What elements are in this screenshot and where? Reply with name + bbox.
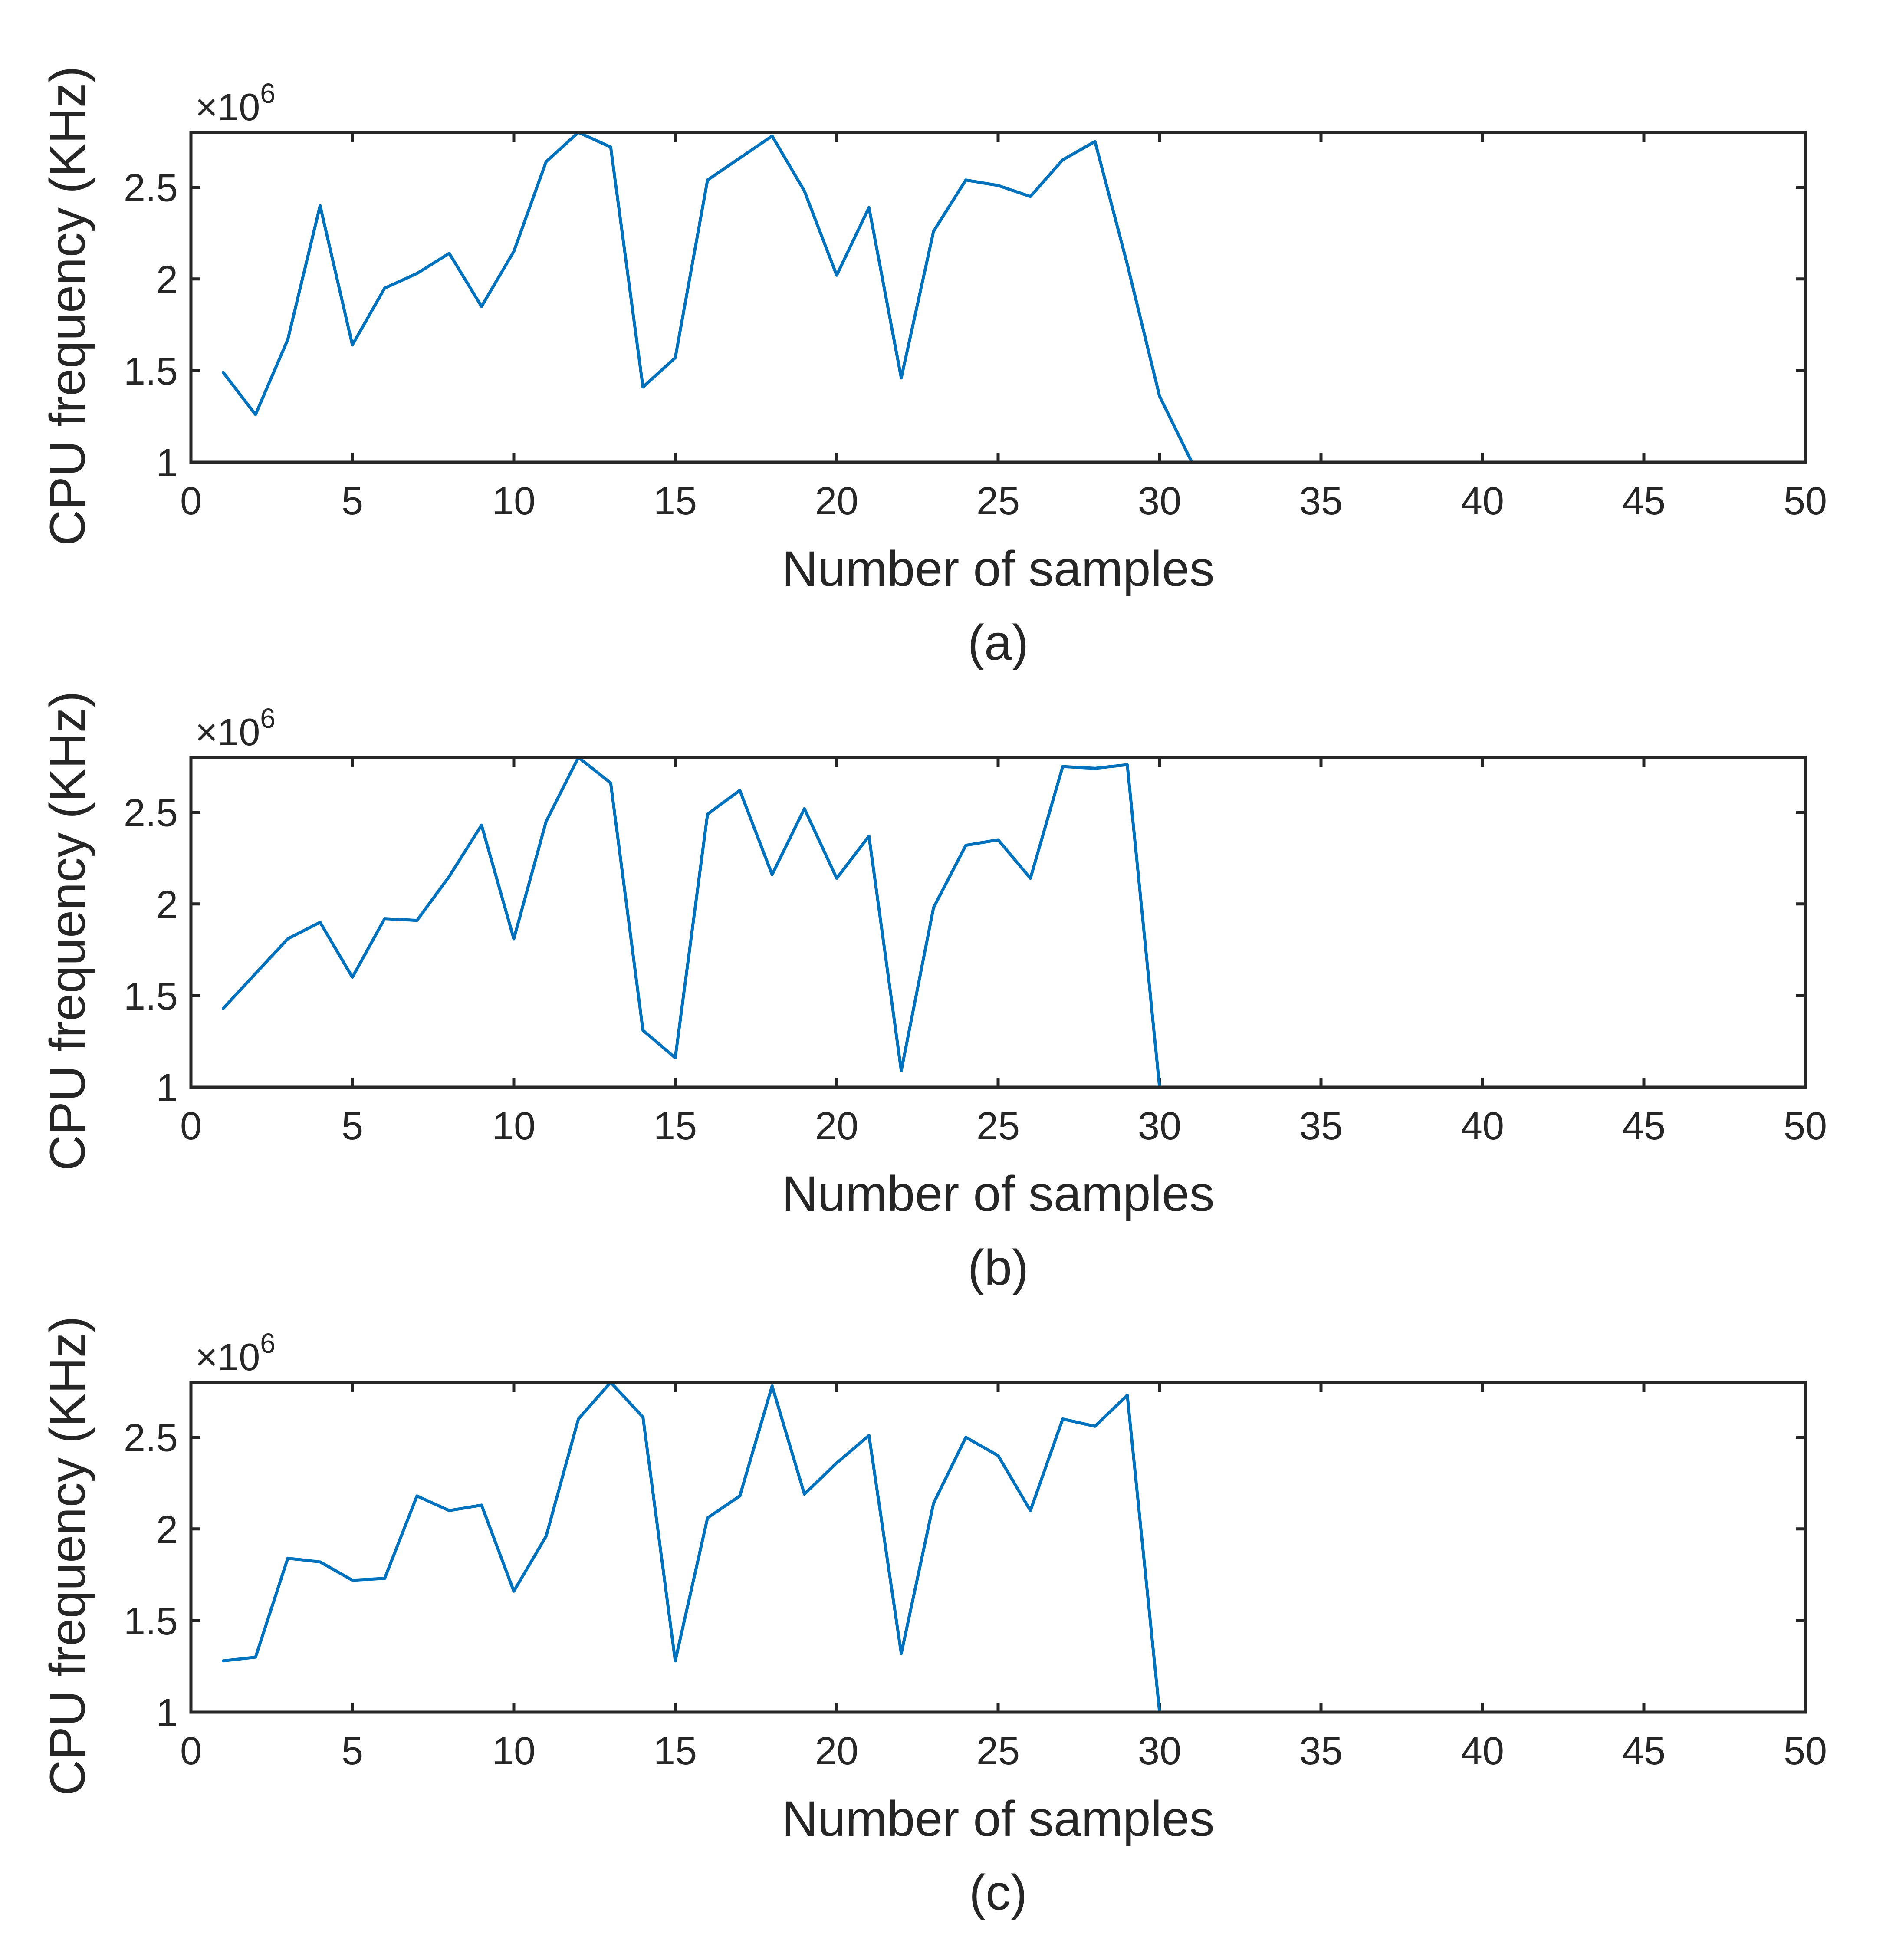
x-axis-label: Number of samples — [782, 1791, 1214, 1847]
exponent-base: ×10 — [195, 710, 260, 753]
exponent-label: ×106 — [195, 703, 276, 753]
x-tick-label: 5 — [342, 480, 363, 523]
x-tick-label: 35 — [1299, 1105, 1343, 1148]
y-tick-label: 2 — [156, 1508, 178, 1552]
series-line — [221, 756, 1807, 1089]
x-tick-label: 35 — [1299, 480, 1343, 523]
x-axis-label: Number of samples — [782, 1166, 1214, 1222]
x-tick-label: 30 — [1138, 480, 1181, 523]
x-tick-label: 20 — [815, 1730, 858, 1773]
panel-caption: (a) — [968, 615, 1029, 671]
x-tick-label: 25 — [976, 480, 1020, 523]
y-tick-label: 1.5 — [124, 975, 178, 1018]
chart-panel-a: 0 5 10 15 20 25 30 35 40 45 50 1 1.5 2 2.5 ×106 Number o… — [40, 66, 1827, 671]
x-tick-label: 5 — [342, 1730, 363, 1773]
panel-caption: (c) — [969, 1865, 1027, 1921]
x-tick-label: 15 — [654, 480, 697, 523]
exponent-power: 6 — [260, 703, 276, 734]
series-line — [221, 131, 1807, 464]
y-axis-label: CPU frequency (KHz) — [40, 66, 95, 546]
x-tick-label: 40 — [1461, 480, 1504, 523]
y-axis-label: CPU frequency (KHz) — [40, 1316, 95, 1796]
y-axis-label: CPU frequency (KHz) — [40, 691, 95, 1171]
plot-frame — [189, 1381, 1807, 1714]
y-tick-label: 2.5 — [124, 167, 178, 210]
x-tick-label: 50 — [1784, 480, 1827, 523]
panel-caption: (b) — [968, 1240, 1029, 1296]
x-tick-label: 0 — [180, 1730, 202, 1773]
series-line — [221, 1381, 1807, 1714]
y-tick-label: 2.5 — [124, 792, 178, 835]
plot-frame — [189, 131, 1807, 464]
y-tick-label: 1 — [156, 1066, 178, 1110]
x-tick-label: 30 — [1138, 1730, 1181, 1773]
exponent-base: ×10 — [195, 1335, 260, 1378]
x-tick-label: 35 — [1299, 1730, 1343, 1773]
y-tick-label: 1 — [156, 1691, 178, 1735]
x-tick-label: 0 — [180, 1105, 202, 1148]
x-tick-label: 20 — [815, 480, 858, 523]
y-tick-label: 1 — [156, 441, 178, 485]
x-tick-label: 15 — [654, 1105, 697, 1148]
x-tick-label: 40 — [1461, 1105, 1504, 1148]
exponent-label: ×106 — [195, 1328, 276, 1378]
x-tick-label: 40 — [1461, 1730, 1504, 1773]
x-tick-label: 0 — [180, 480, 202, 523]
exponent-power: 6 — [260, 1328, 276, 1359]
x-tick-label: 10 — [492, 1730, 536, 1773]
x-tick-label: 15 — [654, 1730, 697, 1773]
chart-panel-c: 0 5 10 15 20 25 30 35 40 45 50 1 1.5 2 2.5 ×106 Number o… — [40, 1316, 1827, 1921]
y-tick-label: 1.5 — [124, 1600, 178, 1643]
x-tick-label: 5 — [342, 1105, 363, 1148]
y-tick-label: 1.5 — [124, 350, 178, 393]
x-tick-label: 45 — [1622, 1105, 1666, 1148]
chart-panel-b: 0 5 10 15 20 25 30 35 40 45 50 1 1.5 2 2.5 ×106 Number o… — [40, 691, 1827, 1296]
x-tick-label: 50 — [1784, 1730, 1827, 1773]
y-tick-label: 2 — [156, 258, 178, 302]
exponent-power: 6 — [260, 78, 276, 109]
y-tick-label: 2.5 — [124, 1417, 178, 1460]
plot-frame — [189, 756, 1807, 1089]
x-tick-label: 25 — [976, 1105, 1020, 1148]
exponent-base: ×10 — [195, 86, 260, 128]
x-tick-label: 10 — [492, 480, 536, 523]
x-tick-label: 50 — [1784, 1105, 1827, 1148]
x-tick-label: 20 — [815, 1105, 858, 1148]
x-tick-label: 10 — [492, 1105, 536, 1148]
x-tick-label: 25 — [976, 1730, 1020, 1773]
x-tick-label: 45 — [1622, 480, 1666, 523]
x-tick-label: 30 — [1138, 1105, 1181, 1148]
exponent-label: ×106 — [195, 78, 276, 128]
x-axis-label: Number of samples — [782, 541, 1214, 597]
y-tick-label: 2 — [156, 883, 178, 927]
x-tick-label: 45 — [1622, 1730, 1666, 1773]
